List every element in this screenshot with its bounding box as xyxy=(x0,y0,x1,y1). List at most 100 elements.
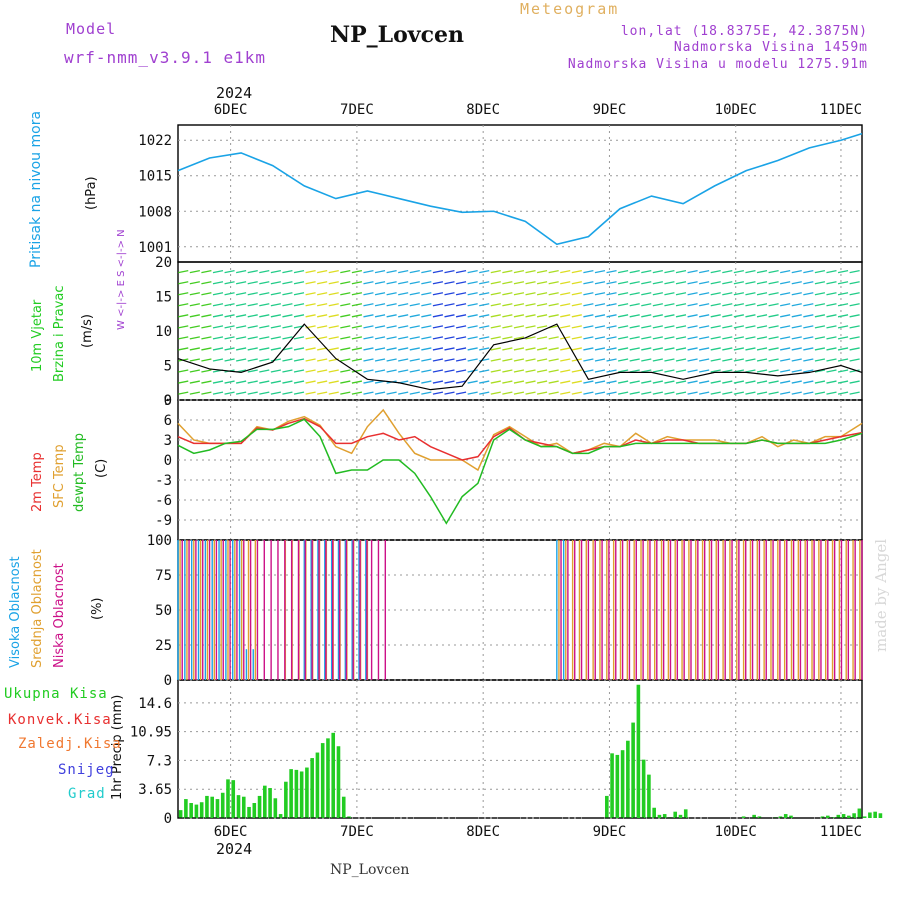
wind-arrow xyxy=(733,369,745,373)
coords-text: lon,lat (18.8375E, 42.3875N) xyxy=(620,24,868,39)
wind-arrow xyxy=(178,369,189,373)
wind-arrow xyxy=(374,325,386,329)
year-top: 2024 xyxy=(216,84,253,102)
precip-bar xyxy=(878,813,883,818)
wind-arrow xyxy=(317,336,328,340)
wind-arrow xyxy=(733,336,745,340)
wind-arrow xyxy=(536,303,548,307)
wind-arrow xyxy=(490,292,501,296)
wind-arrow xyxy=(328,347,339,351)
precip-bar xyxy=(873,811,877,818)
precip-bar xyxy=(652,807,656,818)
wind-arrow xyxy=(594,391,606,395)
wind-arrow xyxy=(571,325,582,329)
wind-arrow xyxy=(513,358,525,362)
wind-arrow xyxy=(363,314,374,318)
wind-arrow xyxy=(525,303,536,307)
wind-arrow xyxy=(594,358,606,362)
wind-arrow xyxy=(756,380,768,384)
wind-arrow xyxy=(814,336,826,340)
wind-arrow xyxy=(780,281,791,285)
wind-arrow xyxy=(768,270,779,274)
wind-arrow xyxy=(780,369,791,373)
wind-arrow xyxy=(282,314,293,318)
panel-frame-0 xyxy=(177,124,863,263)
year-bottom: 2024 xyxy=(216,840,253,858)
wind-arrow xyxy=(455,380,467,384)
wind-arrow xyxy=(421,303,432,307)
wind-label-2: Brzina i Pravac xyxy=(52,285,67,382)
wind-arrow xyxy=(259,303,270,307)
wind-arrow xyxy=(617,380,629,384)
wind-arrow xyxy=(710,314,721,318)
wind-arrow xyxy=(479,314,490,318)
wind-arrow xyxy=(247,292,258,296)
wind-arrow xyxy=(641,325,652,329)
wind-arrow xyxy=(606,336,617,340)
wind-arrow xyxy=(467,380,478,384)
precip-tick-label: 0 xyxy=(164,811,172,827)
wind-arrow xyxy=(849,336,860,340)
wind-arrow xyxy=(317,314,328,318)
wind-arrow xyxy=(455,270,467,274)
wind-arrow xyxy=(675,347,687,351)
wind-arrow xyxy=(583,347,594,351)
wind-arrow xyxy=(513,325,525,329)
wind-arrow xyxy=(224,314,235,318)
wind-arrow xyxy=(293,303,305,307)
temp-tick-label: 0 xyxy=(164,453,172,469)
wind-arrow xyxy=(363,369,374,373)
wind-arrow xyxy=(212,270,224,274)
wind-arrow xyxy=(490,391,501,395)
wind-arrow xyxy=(398,270,409,274)
wind-arrow xyxy=(398,281,409,285)
x-tick-label-bottom: 7DEC xyxy=(340,824,374,840)
wind-arrow xyxy=(236,270,247,274)
precip-bar xyxy=(336,746,341,818)
wind-arrow xyxy=(490,314,501,318)
cloud-label-high: Visoka Oblacnost xyxy=(8,556,23,668)
wind-arrow xyxy=(317,325,328,329)
wind-arrow xyxy=(432,336,444,340)
wind-arrow xyxy=(351,336,363,340)
wind-arrow xyxy=(780,336,791,340)
wind-tick-label: 0 xyxy=(164,393,172,409)
wind-arrow xyxy=(733,347,745,351)
wind-arrow xyxy=(270,303,281,307)
wind-arrow xyxy=(699,336,710,340)
wind-arrow xyxy=(745,380,756,384)
wind-arrow xyxy=(479,325,490,329)
wind-arrow xyxy=(699,281,710,285)
wind-arrow xyxy=(305,281,316,285)
wind-arrow xyxy=(259,358,270,362)
precip-bar xyxy=(683,809,688,818)
precip-bar xyxy=(241,796,246,818)
wind-arrow xyxy=(560,347,571,351)
wind-arrow xyxy=(212,336,224,340)
pressure-tick-label: 1008 xyxy=(138,204,172,220)
wind-arrow xyxy=(212,292,224,296)
wind-arrow xyxy=(733,281,745,285)
wind-arrow xyxy=(803,347,814,351)
wind-arrow xyxy=(525,314,536,318)
precip-tick-label: 10.95 xyxy=(130,725,172,741)
wind-arrow xyxy=(340,347,351,351)
meteogram-title: Meteogram xyxy=(520,0,620,18)
wind-arrow xyxy=(432,391,444,395)
wind-arrow xyxy=(328,314,339,318)
wind-arrow xyxy=(317,358,328,362)
precip-bar xyxy=(741,816,746,818)
temp-unit: (C) xyxy=(94,458,109,478)
precip-tick-label: 3.65 xyxy=(138,782,172,798)
wind-arrow xyxy=(363,281,374,285)
wind-arrow xyxy=(467,358,478,362)
wind-arrow xyxy=(664,369,675,373)
wind-arrow xyxy=(398,292,409,296)
wind-arrow xyxy=(756,347,768,351)
wind-arrow xyxy=(444,369,455,373)
precip-bar xyxy=(757,816,762,818)
wind-arrow xyxy=(398,314,409,318)
wind-arrow xyxy=(386,270,397,274)
wind-arrow xyxy=(363,380,374,384)
wind-arrow xyxy=(641,391,652,395)
